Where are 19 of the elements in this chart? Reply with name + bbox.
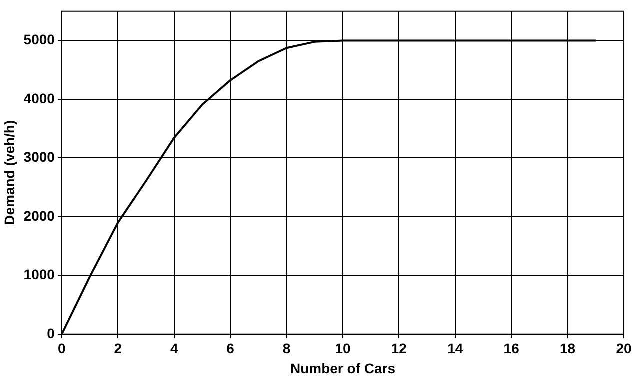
- x-tick-label: 14: [448, 340, 464, 357]
- x-tick-label: 4: [170, 340, 178, 357]
- x-tick-label: 10: [335, 340, 351, 357]
- x-tick-label: 0: [58, 340, 66, 357]
- y-tick-label: 0: [47, 325, 56, 342]
- y-axis-title: Demand (veh/h): [1, 120, 18, 226]
- x-tick-label: 12: [391, 340, 408, 357]
- x-axis-title: Number of Cars: [290, 360, 396, 376]
- x-tick-label: 16: [504, 340, 520, 357]
- y-tick-label: 1000: [24, 266, 56, 283]
- y-tick-label: 5000: [24, 32, 56, 48]
- x-tick-label: 6: [226, 340, 235, 357]
- x-tick-label: 8: [282, 340, 291, 357]
- y-tick-label: 3000: [24, 149, 56, 166]
- x-tick-label: 20: [616, 340, 632, 357]
- y-tick-label: 2000: [24, 208, 56, 224]
- y-tick-label: 4000: [24, 90, 56, 106]
- x-tick-label: 18: [560, 340, 576, 357]
- x-tick-label: 2: [114, 340, 122, 357]
